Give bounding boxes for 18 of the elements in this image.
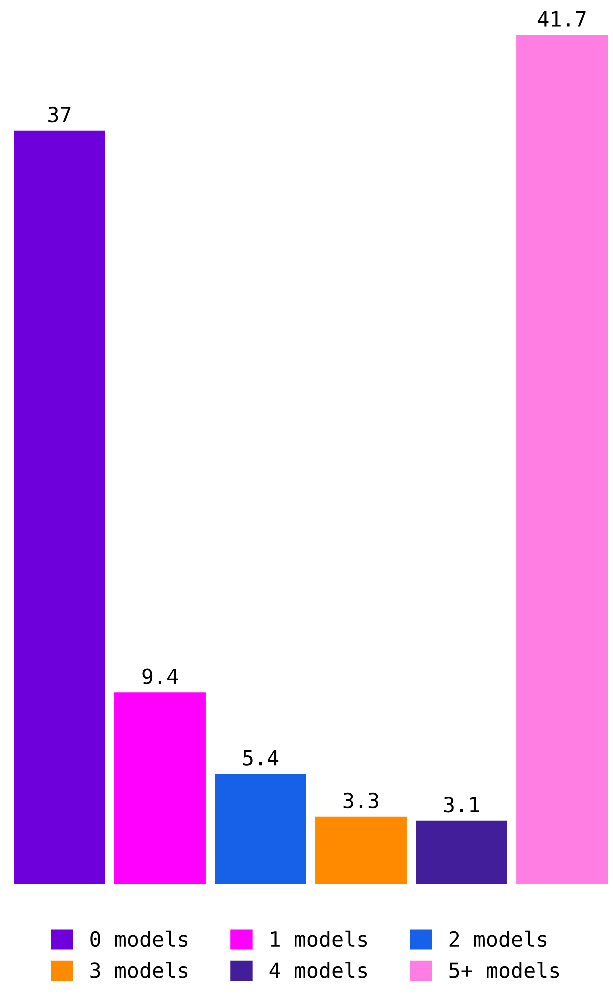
bar [316,816,407,884]
data-label: 37 [48,106,71,123]
bar [215,774,306,884]
legend-label: 3 models [90,962,188,978]
legend-label: 1 models [271,930,368,948]
bar [416,820,508,884]
bar [516,35,608,884]
legend-label: 2 models [450,930,547,948]
legend-label: 0 models [90,930,188,948]
data-label: 3.1 [444,796,480,813]
data-label: 3.3 [344,792,378,809]
data-label: 9.4 [142,668,178,684]
legend-label: 4 models [270,962,368,978]
legend-label: 5+ models [450,962,560,978]
data-label: 5.4 [243,750,279,766]
bar [114,692,206,884]
data-label: 41.7 [538,12,586,27]
bar [14,130,106,884]
